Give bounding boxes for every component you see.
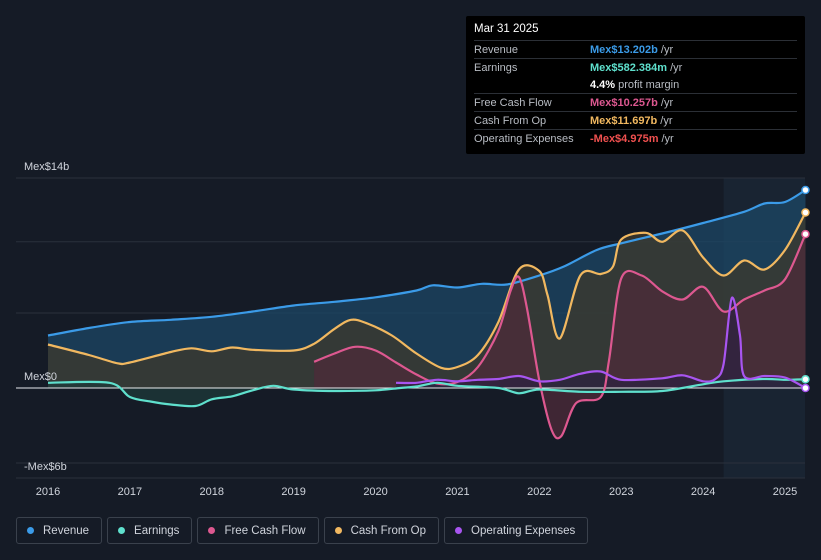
tooltip-row-value: 4.4% [590, 78, 616, 91]
x-axis-ticks: 2016 2017 2018 2019 2020 2021 2022 2023 2024 2025 [36, 486, 797, 498]
y-label-zero: Mex$0 [24, 371, 57, 383]
x-tick-label: 2019 [281, 486, 305, 498]
x-tick-label: 2022 [527, 486, 551, 498]
y-label-top: Mex$14b [24, 161, 69, 173]
x-tick-label: 2020 [363, 486, 387, 498]
tooltip-row-label: Cash From Op [474, 114, 547, 127]
tooltip-row-value: Mex$11.697b [590, 114, 658, 127]
tooltip-row: Revenue Mex$13.202b/yr [474, 40, 797, 58]
legend-dot-icon [118, 527, 126, 534]
legend-label: Operating Expenses [471, 524, 576, 537]
tooltip-row-value: Mex$10.257b [590, 96, 658, 109]
x-tick-label: 2023 [609, 486, 633, 498]
legend-dot-icon [334, 527, 342, 534]
tooltip-row-unit: /yr [660, 96, 674, 109]
tooltip-row: 4.4% profit margin [474, 76, 797, 93]
tooltip-row-unit: /yr [661, 132, 674, 145]
legend-item-free-cash-flow[interactable]: Free Cash Flow [197, 517, 319, 544]
tooltip-row-value: -Mex$4.975m [590, 132, 659, 145]
tooltip-row-label: Operating Expenses [474, 132, 574, 145]
tooltip-row-unit: /yr [660, 43, 674, 56]
tooltip-row-value: Mex$582.384m [590, 61, 668, 74]
tooltip-row: Earnings Mex$582.384m/yr [474, 58, 797, 76]
legend-item-earnings[interactable]: Earnings [107, 517, 193, 544]
cash-from-op-endpoint [801, 208, 810, 217]
revenue-endpoint [801, 185, 810, 195]
tooltip-row-unit: /yr [660, 114, 673, 127]
x-tick-label: 2016 [36, 486, 60, 498]
series-endpoints [801, 185, 810, 393]
earnings-endpoint [801, 375, 810, 384]
legend-dot-icon [208, 527, 216, 534]
tooltip-row-value: Mex$13.202b [590, 43, 658, 56]
series-lines [47, 189, 807, 440]
legend-dot-icon [27, 527, 34, 534]
legend-label: Revenue [43, 524, 90, 537]
operating-expenses-line [395, 296, 807, 389]
legend-label: Free Cash Flow [224, 524, 306, 537]
tooltip-row-unit: profit margin [618, 78, 680, 91]
legend-item-cash-from-op[interactable]: Cash From Op [323, 517, 440, 544]
tooltip-row-label: Revenue [474, 43, 519, 56]
legend-item-revenue[interactable]: Revenue [16, 517, 103, 544]
tooltip-row-label: Free Cash Flow [474, 96, 552, 109]
free-cash-flow-endpoint [801, 229, 810, 239]
revenue-line [47, 189, 807, 337]
free-cash-flow-line [313, 233, 807, 440]
y-label-bottom: -Mex$6b [24, 461, 67, 473]
x-tick-label: 2024 [691, 486, 715, 498]
x-tick-label: 2017 [118, 486, 142, 498]
tooltip-row-unit: /yr [670, 61, 683, 74]
legend: Revenue Earnings Free Cash Flow Cash From O… [16, 517, 589, 544]
x-tick-label: 2018 [200, 486, 224, 498]
tooltip-date: Mar 31 2025 [474, 23, 539, 35]
legend-label: Earnings [134, 524, 180, 537]
cash-from-op-line [47, 211, 807, 371]
x-tick-label: 2025 [773, 486, 797, 498]
series-areas [48, 190, 806, 439]
tooltip-rows: Revenue Mex$13.202b/yr Earnings Mex$582.384… [474, 40, 797, 147]
tooltip-row: Free Cash Flow Mex$10.257b/yr [474, 93, 797, 111]
legend-item-operating-expenses[interactable]: Operating Expenses [444, 517, 589, 544]
tooltip-row: Operating Expenses -Mex$4.975m/yr [474, 129, 797, 147]
tooltip-row: Cash From Op Mex$11.697b/yr [474, 111, 797, 129]
earnings-line [47, 377, 806, 408]
x-tick-label: 2021 [445, 486, 469, 498]
legend-dot-icon [455, 527, 463, 534]
operating-expenses-endpoint [801, 383, 810, 393]
legend-label: Cash From Op [350, 524, 427, 537]
tooltip-row-label: Earnings [474, 61, 518, 74]
tooltip-panel: Mar 31 2025 Revenue Mex$13.202b/yr Earning… [466, 16, 805, 154]
